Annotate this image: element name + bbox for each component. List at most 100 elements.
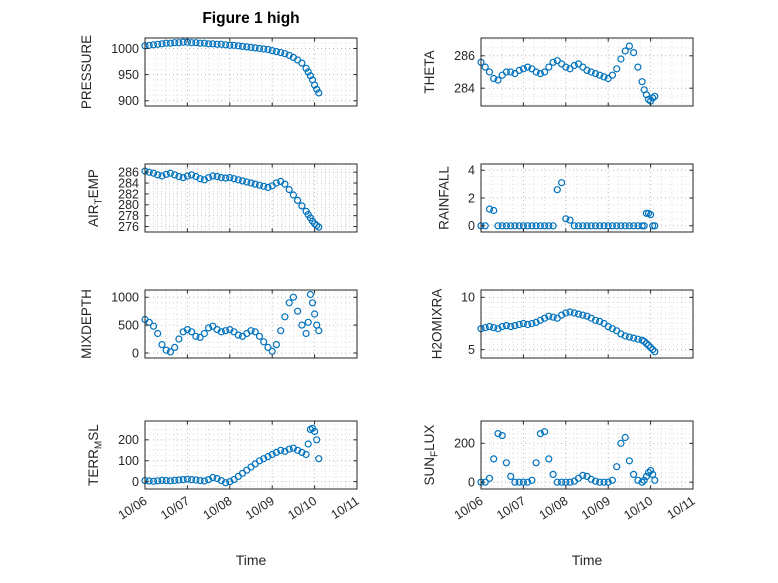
data-point <box>313 85 321 93</box>
data-point <box>298 321 306 329</box>
subplot-rainfall: 0 2 4 RAINFALL <box>437 163 694 233</box>
data-point <box>171 343 179 351</box>
data-point <box>308 299 317 307</box>
data-point <box>644 468 653 477</box>
data-point <box>311 310 319 318</box>
data-point <box>574 222 583 230</box>
y-axis-label: THETA <box>422 50 437 93</box>
data-point <box>154 329 162 338</box>
x-tick-label: 10/09 <box>243 494 277 523</box>
y-tick-label: 5 <box>468 343 475 357</box>
data-point <box>613 222 621 230</box>
data-point <box>507 472 515 480</box>
data-point <box>621 47 629 55</box>
data-point <box>205 40 213 48</box>
data-point <box>651 476 659 484</box>
data-point <box>562 63 570 71</box>
data-point <box>625 457 634 465</box>
data-point <box>498 222 506 230</box>
tick-marks <box>144 164 358 232</box>
data-point <box>591 477 600 485</box>
axes-box <box>480 37 694 107</box>
data-point <box>251 328 259 336</box>
y-tick-label: 0 <box>132 346 139 360</box>
axes-box <box>144 289 358 359</box>
data-point <box>162 39 170 47</box>
data-point <box>260 45 268 53</box>
data-point <box>247 327 255 335</box>
data-point <box>640 222 648 230</box>
data-point <box>519 478 528 486</box>
data-point <box>540 222 549 230</box>
data-point <box>166 477 174 485</box>
data-point <box>294 196 302 204</box>
data-point <box>549 313 557 321</box>
xlabel-time-left: Time <box>235 552 267 568</box>
data-point <box>158 172 166 180</box>
data-point <box>646 466 655 475</box>
data-point <box>638 78 646 86</box>
data-point <box>213 474 221 483</box>
data-point <box>268 46 276 55</box>
data-point <box>234 331 242 339</box>
y-tick-label: 1000 <box>111 291 139 305</box>
tick-marks <box>480 290 694 358</box>
data-point <box>540 68 549 76</box>
data-point <box>545 312 553 320</box>
data-point <box>298 202 306 210</box>
data-point <box>213 40 221 48</box>
major-grid <box>481 38 693 106</box>
data-point <box>494 325 502 333</box>
data-point <box>587 68 595 76</box>
y-axis-label: TERRMSL <box>86 424 105 486</box>
data-point <box>566 478 574 486</box>
data-point <box>570 222 578 230</box>
data-point <box>502 459 510 467</box>
data-point <box>289 191 297 199</box>
data-point <box>591 69 600 78</box>
data-point <box>145 41 153 49</box>
data-point <box>226 174 234 182</box>
data-point <box>591 316 600 324</box>
data-point <box>587 475 595 483</box>
x-tick-label: 10/06 <box>116 494 150 523</box>
data-point <box>209 40 217 48</box>
data-point <box>640 337 648 345</box>
data-point <box>515 320 523 329</box>
y-tick-label: 278 <box>118 209 139 223</box>
data-point <box>188 171 196 179</box>
data-point <box>604 323 612 331</box>
subplot-pressure: 900 950 1000 PRESSURE <box>79 35 358 109</box>
data-point <box>166 39 174 47</box>
x-tick-label: 10/10 <box>621 494 655 523</box>
data-point <box>196 39 204 47</box>
data-point <box>600 222 608 230</box>
data-point <box>638 478 646 486</box>
data-point <box>511 322 519 330</box>
data-point <box>629 334 638 342</box>
data-point <box>277 446 285 454</box>
scatter-markers <box>141 167 323 231</box>
data-point <box>587 222 595 230</box>
data-point <box>649 222 657 230</box>
data-point <box>511 478 519 486</box>
data-point <box>302 64 310 72</box>
scatter-markers <box>477 308 659 356</box>
data-point <box>562 309 570 317</box>
scatter-markers <box>141 38 323 97</box>
data-point <box>268 347 276 355</box>
data-point <box>179 38 187 46</box>
minor-grid <box>145 290 357 358</box>
data-point <box>596 222 604 230</box>
y-axis-label: H2OMIXRA <box>429 289 444 360</box>
data-point <box>196 175 204 183</box>
x-tick-label: 10/10 <box>285 494 319 523</box>
data-point <box>166 348 174 356</box>
data-point <box>281 313 289 321</box>
data-point <box>171 476 179 484</box>
subplot-h2omixra: 5 10 H2OMIXRA <box>429 289 694 360</box>
data-point <box>536 430 545 438</box>
data-point <box>255 181 264 189</box>
data-point <box>519 319 528 328</box>
